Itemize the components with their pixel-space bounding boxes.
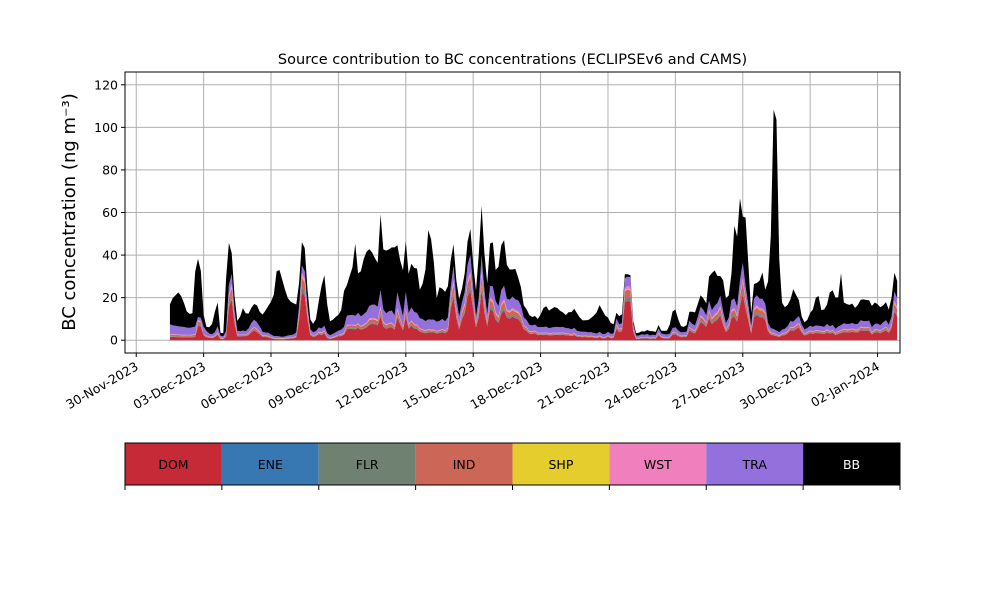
x-tick-label: 21-Dec-2023	[535, 359, 613, 412]
legend-label-flr: FLR	[356, 457, 379, 472]
y-axis: 0 20 40 60 80 100 120	[94, 77, 125, 348]
legend-swatch-ene	[221, 443, 319, 485]
legend-swatch-ind	[415, 443, 513, 485]
x-tick-label: 09-Dec-2023	[265, 359, 343, 412]
area-dom	[169, 289, 898, 341]
stacked-areas	[169, 109, 898, 341]
legend-frame	[124, 442, 901, 486]
legend-swatch-bb	[803, 443, 900, 485]
legend-label-dom: DOM	[158, 457, 188, 472]
area-wst	[169, 270, 898, 339]
y-tick-label: 20	[102, 290, 118, 305]
x-tick-label: 24-Dec-2023	[602, 359, 680, 412]
legend-label-shp: SHP	[549, 457, 574, 472]
y-tick-label: 0	[110, 333, 118, 348]
y-grid	[125, 84, 900, 341]
area-tra	[169, 254, 898, 339]
legend-label-bb: BB	[843, 457, 860, 472]
y-axis-label: BC concentration (ng m⁻³)	[59, 93, 80, 331]
x-tick-label: 12-Dec-2023	[333, 359, 411, 412]
y-tick-label: 80	[102, 162, 118, 177]
y-tick-label: 60	[102, 205, 118, 220]
x-tick-label: 30-Nov-2023	[63, 359, 140, 412]
legend-swatch-wst	[609, 443, 707, 485]
legend-swatch-dom	[125, 443, 222, 485]
legend: DOM ENE FLR IND SHP WST TRA BB	[124, 442, 901, 490]
x-tick-label: 30-Dec-2023	[737, 359, 815, 412]
x-tick-label: 27-Dec-2023	[670, 359, 748, 412]
legend-label-tra: TRA	[742, 457, 768, 472]
x-tick-label: 06-Dec-2023	[198, 359, 276, 412]
y-tick-label: 100	[94, 120, 118, 135]
legend-swatch-flr	[318, 443, 416, 485]
legend-label-ind: IND	[453, 457, 476, 472]
chart-title: Source contribution to BC concentrations…	[278, 52, 747, 68]
y-tick-label: 40	[102, 248, 118, 263]
legend-swatch-tra	[706, 443, 804, 485]
area-bb	[169, 109, 898, 337]
area-ind	[169, 275, 898, 339]
legend-swatch-shp	[512, 443, 610, 485]
x-axis: 30-Nov-202303-Dec-202306-Dec-202309-Dec-…	[63, 353, 882, 412]
x-tick-label: 02-Jan-2024	[808, 359, 882, 410]
legend-label-ene: ENE	[258, 457, 283, 472]
legend-label-wst: WST	[644, 457, 672, 472]
x-tick-label: 18-Dec-2023	[467, 359, 545, 412]
x-tick-label: 03-Dec-2023	[131, 359, 209, 412]
x-tick-label: 15-Dec-2023	[400, 359, 478, 412]
y-tick-label: 120	[94, 77, 118, 92]
